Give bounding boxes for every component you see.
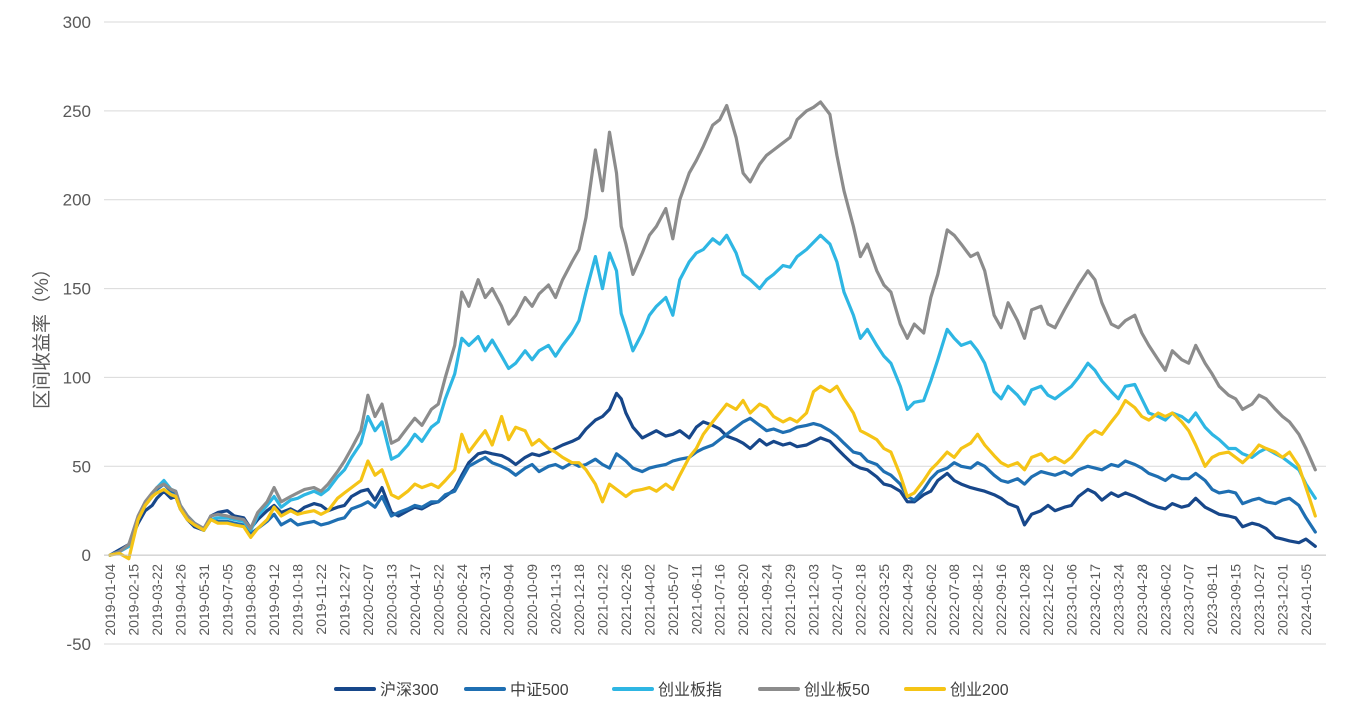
x-tick-label: 2020-09-04 [501,564,517,636]
x-tick-label: 2019-10-18 [290,564,306,636]
x-tick-label: 2019-08-09 [243,564,259,636]
x-axis-ticks: 2019-01-04 2019-02-15 2019-03-22 2019-04-26… [102,564,1314,636]
series-line-2 [108,416,1317,557]
x-tick-label: 2022-09-16 [993,564,1009,636]
x-tick-label: 2021-09-24 [759,564,775,636]
x-tick-label: 2022-02-18 [852,564,868,636]
x-tick-label: 2021-02-26 [618,564,634,636]
y-axis-ticks: -50 0 50 100 150 200 250 300 [63,13,91,654]
gridlines [104,21,1326,645]
x-tick-label: 2020-04-17 [407,564,423,636]
x-tick-label: 2022-07-08 [946,564,962,636]
x-tick-label: 2021-05-07 [665,564,681,636]
x-tick-label: 2019-09-12 [266,564,282,636]
series-line-5 [108,384,1317,561]
x-tick-label: 2019-03-22 [149,564,165,636]
x-tick-label: 2023-07-07 [1181,564,1197,636]
y-tick-label: -50 [66,635,91,654]
y-tick-label: 100 [63,368,91,387]
x-tick-label: 2021-07-16 [712,564,728,636]
x-tick-label: 2020-02-07 [360,564,376,636]
x-tick-label: 2020-07-31 [477,564,493,636]
x-tick-label: 2020-12-18 [571,564,587,636]
x-tick-label: 2019-02-15 [125,564,141,636]
x-tick-label: 2023-12-01 [1275,564,1291,636]
x-tick-label: 2022-08-12 [970,564,986,636]
x-tick-label: 2020-06-24 [454,564,470,636]
x-tick-label: 2019-01-04 [102,564,118,636]
x-tick-label: 2023-03-24 [1110,564,1126,636]
x-tick-label: 2023-09-15 [1228,564,1244,636]
series-line-4 [108,100,1317,557]
y-axis-label: 区间收益率（%） [31,259,53,409]
x-tick-label: 2021-10-29 [782,564,798,636]
legend-label: 中证500 [510,681,569,699]
legend: 沪深300 中证500 创业板指 创业板50 创业200 [334,681,1009,699]
x-tick-label: 2020-03-13 [383,564,399,636]
legend-label: 沪深300 [380,681,439,699]
x-tick-label: 2019-04-26 [172,564,188,636]
x-tick-label: 2021-04-02 [641,564,657,636]
series-lines [108,100,1317,561]
y-tick-label: 250 [63,102,91,121]
series-line-3 [108,233,1317,557]
x-tick-label: 2022-10-28 [1017,564,1033,636]
x-tick-label: 2021-01-22 [594,564,610,636]
y-tick-label: 50 [72,457,91,476]
x-tick-label: 2023-10-27 [1251,564,1267,636]
x-tick-label: 2021-12-03 [806,564,822,636]
x-tick-label: 2023-08-11 [1204,564,1220,635]
x-tick-label: 2023-01-06 [1063,564,1079,636]
series-line-1 [108,391,1317,557]
x-tick-label: 2022-06-02 [923,564,939,636]
x-tick-label: 2019-07-05 [219,564,235,636]
x-tick-label: 2019-05-31 [196,564,212,636]
x-tick-label: 2020-05-22 [430,564,446,636]
legend-label: 创业板指 [658,681,722,699]
x-tick-label: 2023-02-17 [1087,564,1103,636]
x-tick-label: 2023-06-02 [1157,564,1173,636]
x-tick-label: 2022-03-25 [876,564,892,636]
x-tick-label: 2024-01-05 [1298,564,1314,636]
x-tick-label: 2019-11-22 [313,564,329,635]
y-tick-label: 0 [82,546,91,565]
x-tick-label: 2021-06-11 [688,564,704,635]
x-tick-label: 2020-10-09 [524,564,540,636]
y-tick-label: 200 [63,191,91,210]
x-tick-label: 2022-12-02 [1040,564,1056,636]
y-tick-label: 300 [63,13,91,32]
x-tick-label: 2023-04-28 [1134,564,1150,636]
x-tick-label: 2022-01-07 [829,564,845,636]
x-tick-label: 2021-08-20 [735,564,751,636]
x-tick-label: 2020-11-13 [548,564,564,635]
x-tick-label: 2019-12-27 [337,564,353,636]
legend-label: 创业板50 [804,681,870,699]
x-tick-label: 2022-04-29 [899,564,915,636]
legend-label: 创业200 [950,681,1009,699]
y-tick-label: 150 [63,280,91,299]
